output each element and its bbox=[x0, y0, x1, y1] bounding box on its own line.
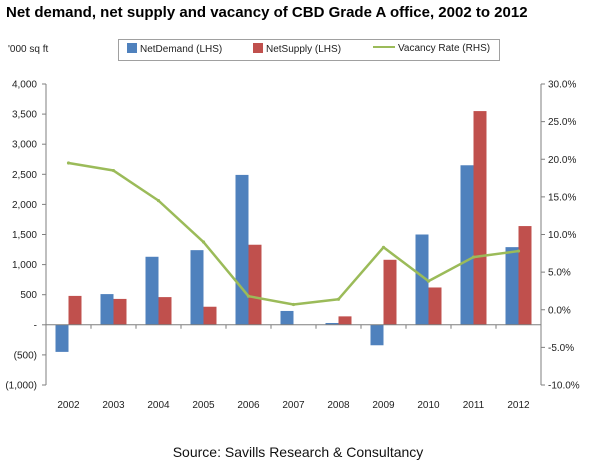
bar-net-supply bbox=[68, 295, 82, 325]
bar-net-demand bbox=[325, 322, 339, 325]
vacancy-rate-point bbox=[291, 302, 296, 307]
source-note: Source: Savills Research & Consultancy bbox=[172, 444, 424, 460]
left-axis-tick-label: 500 bbox=[20, 290, 37, 301]
bar-net-demand bbox=[460, 165, 474, 325]
left-axis-unit-label: '000 sq ft bbox=[8, 44, 49, 55]
legend-label-vacancy-rate: Vacancy Rate (RHS) bbox=[398, 43, 491, 54]
x-axis-tick-label: 2003 bbox=[102, 400, 125, 411]
vacancy-rate-point bbox=[426, 279, 431, 283]
x-axis-tick-label: 2006 bbox=[237, 400, 260, 411]
left-axis-tick-label: - bbox=[34, 320, 37, 331]
bar-net-demand bbox=[370, 324, 384, 346]
x-axis-tick-label: 2007 bbox=[282, 400, 305, 411]
right-axis-tick-label: -5.0% bbox=[548, 343, 574, 354]
bar-net-demand bbox=[100, 294, 114, 325]
bar-net-supply bbox=[383, 259, 397, 325]
bar-net-demand bbox=[190, 250, 204, 325]
vacancy-rate-line bbox=[68, 161, 519, 306]
bar-net-supply bbox=[518, 226, 532, 325]
legend-item-vacancy-rate: Vacancy Rate (RHS) bbox=[373, 43, 490, 54]
x-axis-tick-label: 2012 bbox=[507, 400, 530, 411]
bar-net-supply bbox=[473, 111, 487, 325]
right-axis-tick-label: 15.0% bbox=[548, 192, 576, 203]
bar-net-demand bbox=[505, 247, 519, 325]
x-axis-tick-label: 2011 bbox=[463, 400, 485, 411]
left-axis-tick-label: (1,000) bbox=[5, 381, 37, 392]
left-axis-tick-label: 3,000 bbox=[12, 140, 37, 151]
bar-net-supply bbox=[338, 316, 352, 325]
vacancy-rate-point bbox=[516, 249, 521, 253]
legend-swatch-net-supply bbox=[253, 43, 263, 53]
x-axis-tick-label: 2004 bbox=[147, 400, 170, 411]
left-axis-tick-label: 1,500 bbox=[12, 230, 37, 241]
vacancy-rate-point bbox=[111, 168, 116, 173]
left-axis-tick-label: 3,500 bbox=[12, 110, 37, 121]
legend-swatch-net-demand bbox=[127, 43, 137, 53]
left-axis-tick-label: 1,000 bbox=[12, 260, 37, 271]
x-axis-tick-label: 2008 bbox=[327, 400, 350, 411]
legend-item-net-demand: NetDemand (LHS) bbox=[127, 43, 222, 55]
bar-net-demand bbox=[415, 234, 429, 325]
x-axis-tick-label: 2002 bbox=[57, 400, 80, 411]
bar-net-supply bbox=[113, 298, 127, 325]
x-axis-tick-label: 2010 bbox=[417, 400, 440, 411]
legend: NetDemand (LHS) NetSupply (LHS) Vacancy … bbox=[118, 39, 500, 61]
left-axis-tick-label: (500) bbox=[14, 350, 37, 361]
vacancy-rate-point bbox=[156, 199, 161, 203]
bar-net-supply bbox=[428, 287, 442, 325]
right-axis-tick-label: 25.0% bbox=[548, 117, 576, 128]
right-axis-tick-label: 20.0% bbox=[548, 155, 576, 166]
right-axis-tick-label: -10.0% bbox=[548, 381, 580, 392]
vacancy-rate-point bbox=[471, 255, 476, 259]
vacancy-rate-point bbox=[66, 161, 71, 165]
right-axis-tick-label: 5.0% bbox=[548, 268, 571, 279]
bar-net-demand bbox=[145, 256, 159, 325]
bar-net-demand bbox=[55, 324, 69, 352]
chart-title: Net demand, net supply and vacancy of CB… bbox=[6, 4, 528, 21]
bar-net-demand bbox=[280, 310, 294, 325]
bar-net-supply bbox=[248, 244, 262, 325]
legend-label-net-supply: NetSupply (LHS) bbox=[266, 44, 342, 55]
vacancy-rate-point bbox=[381, 245, 386, 249]
vacancy-rate-point bbox=[246, 294, 251, 298]
left-axis-tick-label: 4,000 bbox=[12, 80, 37, 91]
x-axis-tick-label: 2005 bbox=[192, 400, 215, 411]
bar-net-demand bbox=[235, 174, 249, 325]
vacancy-rate-point bbox=[336, 297, 341, 301]
vacancy-rate-point bbox=[201, 240, 206, 244]
legend-swatch-vacancy-rate bbox=[373, 46, 395, 48]
right-axis-tick-label: 30.0% bbox=[548, 80, 576, 91]
x-axis-tick-label: 2009 bbox=[372, 400, 395, 411]
left-axis-tick-label: 2,500 bbox=[12, 170, 37, 181]
legend-item-net-supply: NetSupply (LHS) bbox=[253, 43, 341, 55]
right-axis-tick-label: 10.0% bbox=[548, 230, 576, 241]
bar-net-supply bbox=[158, 297, 172, 325]
right-axis-tick-label: 0.0% bbox=[548, 305, 571, 316]
left-axis-tick-label: 2,000 bbox=[12, 200, 37, 211]
bar-net-supply bbox=[203, 306, 217, 325]
legend-label-net-demand: NetDemand (LHS) bbox=[140, 44, 223, 55]
